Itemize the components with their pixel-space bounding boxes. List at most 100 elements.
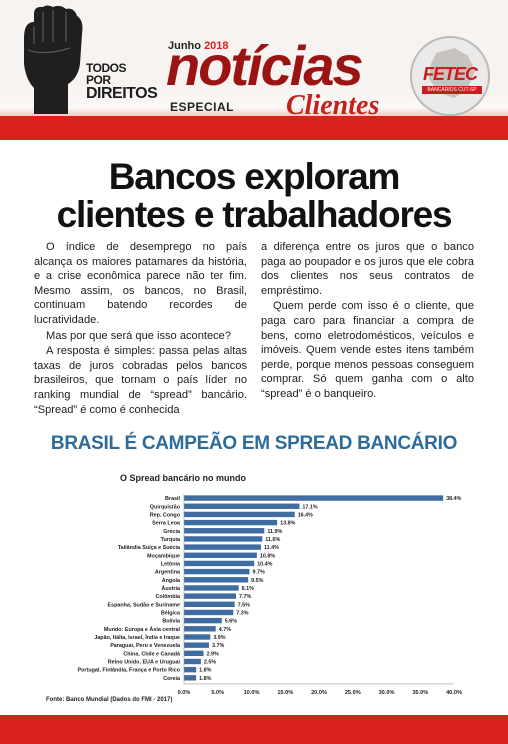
value-label: 10.4% [257, 561, 272, 567]
value-label: 9.7% [252, 570, 264, 576]
bar [184, 617, 222, 624]
category-label: Argentina [155, 570, 181, 576]
chart-title: O Spread bancário no mundo [120, 473, 247, 483]
x-tick-label: 25.0% [345, 690, 361, 696]
bar [184, 568, 250, 575]
x-tick-label: 0.0% [178, 690, 191, 696]
category-label: Brasil [165, 496, 180, 502]
value-label: 7.7% [239, 594, 251, 600]
paragraph: Quem perde com isso é o cliente, que pag… [261, 300, 474, 400]
bar [184, 634, 211, 640]
bar [184, 503, 300, 509]
bar [184, 626, 216, 632]
campaign-line2: DIREITOS [86, 85, 158, 102]
category-label: Quirquistão [150, 504, 181, 510]
bar [184, 511, 295, 518]
category-label: Angola [162, 578, 181, 584]
bar [184, 601, 235, 607]
paragraph: O índice de desemprego no país alcança o… [34, 241, 247, 326]
bar [184, 642, 209, 648]
category-label: Colômbia [155, 594, 181, 600]
bar [184, 609, 234, 616]
bar [184, 528, 265, 534]
header: TODOS POR DIREITOS Junho 2018 notícias E… [0, 0, 508, 140]
category-label: Áustria [161, 585, 181, 592]
category-label: China, Chile e Canadá [123, 651, 181, 657]
bar [184, 585, 239, 591]
paragraph: a diferença entre os juros que o banco p… [261, 241, 474, 297]
chart-source: Fonte: Banco Mundial (Dados do FMI - 201… [46, 697, 173, 703]
article-column-2: a diferença entre os juros que o banco p… [261, 240, 474, 418]
value-label: 10.8% [260, 553, 275, 559]
x-tick-label: 10.0% [244, 690, 260, 696]
x-tick-label: 40.0% [446, 690, 462, 696]
value-label: 3.9% [213, 635, 225, 641]
value-label: 13.8% [280, 521, 295, 527]
bar [184, 650, 204, 657]
value-label: 16.4% [298, 512, 313, 518]
header-red-band [0, 116, 508, 140]
headline: Bancos exploram clientes e trabalhadores [0, 158, 508, 234]
fetec-logo-sub: BANCÁRIOS CUT-SP [422, 86, 482, 94]
category-label: Moçambique [147, 553, 180, 559]
value-label: 11.6% [265, 537, 280, 543]
bar [184, 519, 278, 526]
bar [184, 666, 197, 673]
category-label: Serra Leoa [152, 521, 181, 527]
x-tick-label: 5.0% [211, 690, 224, 696]
masthead-title: notícias [166, 34, 364, 97]
value-label: 5.6% [225, 619, 237, 625]
article-column-1: O índice de desemprego no país alcança o… [34, 240, 247, 418]
x-tick-label: 30.0% [379, 690, 395, 696]
value-label: 11.9% [267, 529, 282, 535]
value-label: 1.8% [199, 676, 211, 682]
bar [184, 536, 263, 542]
spread-bar-chart: Brasil 38.4% Quirquistão 17.1% Rep. Congo 16.… [78, 494, 462, 696]
value-label: 2.5% [204, 659, 216, 665]
issue-month: Junho [168, 40, 201, 52]
value-label: 7.5% [238, 602, 250, 608]
footer-red-band [0, 715, 508, 744]
value-label: 4.7% [219, 627, 231, 633]
fetec-logo-name: FETEC [422, 64, 478, 84]
value-label: 9.5% [251, 578, 263, 584]
bar [184, 593, 236, 599]
value-label: 1.8% [199, 668, 211, 674]
x-tick-label: 35.0% [412, 690, 428, 696]
audience-label: Clientes [286, 90, 380, 121]
category-label: Espanha, Sudão e Suriname [108, 602, 181, 608]
issue-year: 2018 [204, 40, 229, 52]
category-label: Letônia [161, 561, 181, 567]
campaign-logo: TODOS POR DIREITOS [86, 62, 158, 102]
value-label: 17.1% [302, 504, 317, 510]
category-label: Portugal, Finlândia, França e Porto Rico [78, 668, 181, 674]
category-label: Reino Unido, EUA e Uruguai [108, 659, 181, 665]
fetec-logo: FETEC BANCÁRIOS CUT-SP [410, 36, 490, 116]
paragraph: Mas por que será que isso acontece? [46, 329, 232, 342]
article-body: O índice de desemprego no país alcança o… [34, 240, 474, 418]
category-label: Bélgica [161, 610, 181, 616]
category-label: Tailândia Suíça e Suécia [118, 545, 181, 551]
category-label: Mundo: Europa e Ásia central [104, 626, 181, 633]
edition-label: ESPECIAL [170, 100, 235, 114]
category-label: Japão, Itália, Israel, Índia e Iraque [94, 633, 180, 641]
category-label: Paraguai, Peru e Venezuela [110, 643, 181, 649]
bar [184, 495, 444, 501]
value-label: 11.4% [264, 545, 279, 551]
x-tick-label: 20.0% [311, 690, 327, 696]
value-label: 38.4% [446, 496, 461, 502]
category-label: Grécia [163, 529, 181, 535]
bar [184, 577, 249, 583]
category-label: Turquia [161, 537, 181, 543]
value-label: 2.9% [207, 651, 219, 657]
issue-date: Junho 2018 [168, 40, 229, 52]
value-label: 7.3% [236, 610, 248, 616]
bar [184, 675, 197, 681]
headline-line1: Bancos exploram [108, 156, 401, 197]
bar [184, 658, 201, 665]
category-label: Bolívia [162, 619, 181, 625]
bar [184, 544, 261, 550]
category-label: Rep. Congo [150, 512, 181, 518]
value-label: 3.7% [212, 643, 224, 649]
category-label: Coreia [163, 676, 181, 682]
